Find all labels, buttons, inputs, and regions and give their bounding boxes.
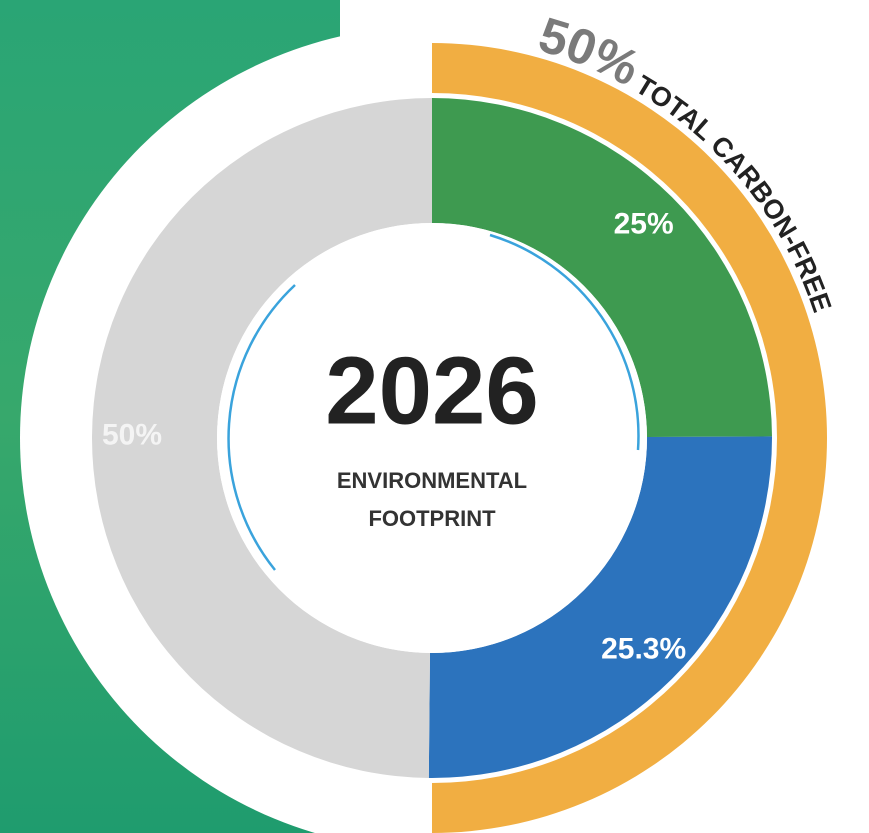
center-subtitle: FOOTPRINT: [368, 506, 496, 531]
value-label: 50%: [102, 419, 162, 452]
labels: 25% 25.3% 50%: [102, 207, 686, 665]
value-label: 25%: [614, 207, 674, 240]
decor-arc: [227, 284, 296, 571]
donut-segment: [428, 436, 773, 778]
center-title: 2026: [325, 337, 539, 444]
donut-segment: [432, 98, 772, 437]
rings: [92, 43, 827, 833]
outer-arc: [432, 43, 827, 833]
decor-arc: [489, 233, 640, 451]
center-subtitle: ENVIRONMENTAL: [337, 468, 527, 493]
center-disc: [217, 223, 647, 653]
donut-segment: [92, 98, 433, 778]
value-label: 25.3%: [601, 633, 686, 666]
